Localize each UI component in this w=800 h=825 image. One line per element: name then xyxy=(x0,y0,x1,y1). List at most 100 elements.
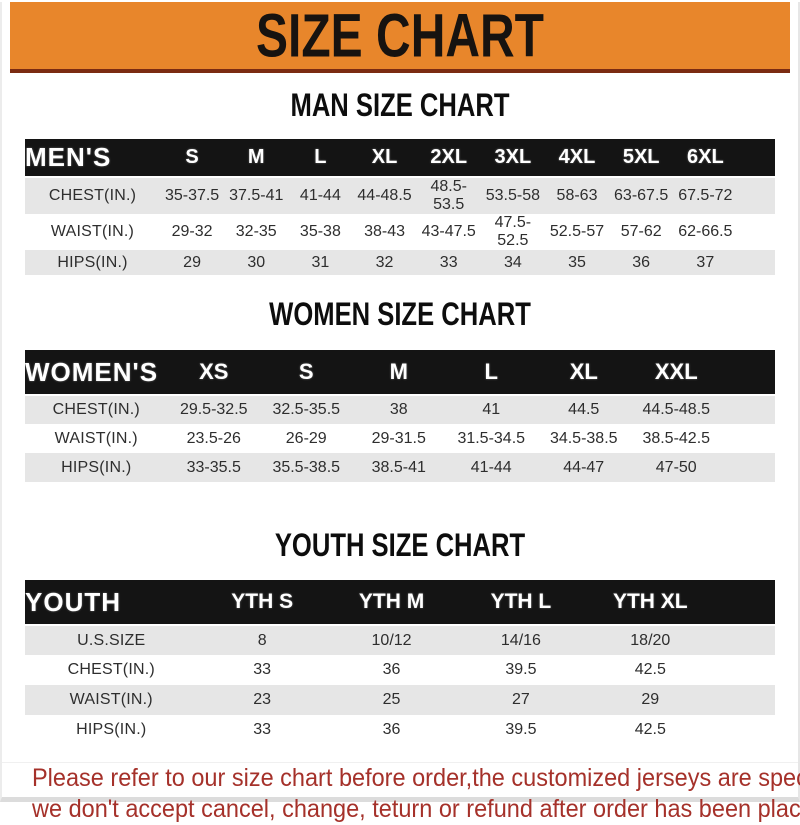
size-section-youth: YOUTH SIZE CHART YOUTH YTH S YTH M YTH L YTH … xyxy=(2,527,798,745)
size-value-cell: 48.5-53.5 xyxy=(430,178,467,213)
row-label: WAIST(IN.) xyxy=(54,429,138,447)
size-value-cell: 63-67.5 xyxy=(614,187,669,204)
column-header: XXL xyxy=(630,350,723,396)
size-value-cell: 37.5-41 xyxy=(229,187,284,204)
column-header: L xyxy=(445,350,538,396)
order-note: Please refer to our size chart before or… xyxy=(2,762,800,825)
column-header: YTH M xyxy=(326,580,457,626)
column-header: L xyxy=(288,139,353,178)
size-value-cell: 27 xyxy=(512,691,530,708)
mens-size-table: MEN'S S M L XL 2XL 3XL 4XL 5XL 6XL CHEST(IN.) 35-37… xyxy=(25,139,775,275)
womens-size-table: WOMEN'S XS S M L XL XXL CHEST(IN.) 29.5-32.5 32.5… xyxy=(25,350,775,482)
size-value-cell: 52.5-57 xyxy=(549,223,605,240)
row-label: CHEST(IN.) xyxy=(52,401,140,418)
size-value-cell: 42.5 xyxy=(634,721,666,738)
size-value-cell: 39.5 xyxy=(505,661,537,678)
size-value-cell: 44-48.5 xyxy=(357,187,412,204)
size-value-cell: 33 xyxy=(253,661,272,678)
size-value-cell: 57-62 xyxy=(620,223,662,240)
size-value-cell: 33 xyxy=(253,721,272,738)
row-label: U.S.SIZE xyxy=(77,631,146,649)
sections-container: MAN SIZE CHART MEN'S S M L XL 2XL 3XL 4XL 5XL 6XL C… xyxy=(2,87,798,745)
size-value-cell: 35.5-38.5 xyxy=(272,458,341,476)
size-value-cell: 34.5-38.5 xyxy=(549,429,618,447)
size-value-cell: 38-43 xyxy=(364,223,405,240)
note-line-1: Please refer to our size chart before or… xyxy=(32,764,800,792)
size-value-cell: 10/12 xyxy=(371,631,412,649)
size-value-cell: 32-35 xyxy=(235,223,277,240)
size-value-cell: 43-47.5 xyxy=(421,223,476,240)
column-header: M xyxy=(352,350,445,396)
row-spacer xyxy=(737,177,775,214)
table-row: CHEST(IN.) 29.5-32.5 32.5-35.5 38 41 44.5 44.5… xyxy=(25,395,775,424)
column-header: S xyxy=(160,139,225,178)
row-label: CHEST(IN.) xyxy=(67,661,155,678)
table-header-row: WOMEN'S XS S M L XL XXL xyxy=(25,350,775,396)
size-value-cell: 36 xyxy=(382,661,401,678)
column-header: XL xyxy=(352,139,417,178)
column-header: M xyxy=(224,139,289,178)
header-spacer xyxy=(715,580,775,626)
size-value-cell: 39.5 xyxy=(505,721,537,738)
row-label: WAIST(IN.) xyxy=(69,691,153,708)
column-header: 5XL xyxy=(609,139,674,178)
size-value-cell: 44-47 xyxy=(563,458,605,476)
size-value-cell: 41 xyxy=(482,401,501,418)
table-group-label: WOMEN'S xyxy=(25,350,168,396)
header-spacer xyxy=(722,350,775,396)
size-value-cell: 47-50 xyxy=(655,458,697,476)
header-spacer xyxy=(737,139,775,178)
size-value-cell: 33 xyxy=(439,253,458,271)
size-value-cell: 35-37.5 xyxy=(164,187,220,204)
table-row: HIPS(IN.) 33 36 39.5 42.5 xyxy=(25,715,775,745)
size-value-cell: 25 xyxy=(382,691,401,708)
size-value-cell: 33-35.5 xyxy=(186,458,241,476)
row-label: WAIST(IN.) xyxy=(50,223,135,240)
row-spacer xyxy=(715,625,775,655)
column-header: XL xyxy=(537,350,630,396)
column-header: XS xyxy=(167,350,260,396)
size-value-cell: 30 xyxy=(247,253,266,271)
row-spacer xyxy=(723,395,776,424)
row-spacer xyxy=(715,685,775,715)
size-value-cell: 23.5-26 xyxy=(186,429,241,447)
size-value-cell: 53.5-58 xyxy=(485,187,540,204)
size-value-cell: 41-44 xyxy=(470,458,512,476)
table-row: U.S.SIZE 8 10/12 14/16 18/20 xyxy=(25,625,775,655)
size-value-cell: 29 xyxy=(183,253,201,271)
column-header: S xyxy=(260,350,353,396)
column-header: YTH XL xyxy=(585,580,715,626)
table-row: WAIST(IN.) 29-32 32-35 35-38 38-43 43-47.5 47.… xyxy=(25,214,775,250)
size-value-cell: 36 xyxy=(632,253,651,271)
size-value-cell: 34 xyxy=(503,253,522,271)
table-row: HIPS(IN.) 29 30 31 32 33 34 35 36 37 xyxy=(25,250,775,275)
size-section-womens: WOMEN SIZE CHART WOMEN'S XS S M L XL XXL CHEST(I… xyxy=(2,296,798,482)
table-row: WAIST(IN.) 23.5-26 26-29 29-31.5 31.5-34.5 34… xyxy=(25,424,775,453)
table-group-label: YOUTH xyxy=(25,580,198,626)
row-spacer xyxy=(715,655,775,685)
row-spacer xyxy=(723,424,776,453)
size-value-cell: 44.5 xyxy=(568,401,600,418)
column-header: 2XL xyxy=(416,139,481,178)
section-heading-womens: WOMEN SIZE CHART xyxy=(269,296,531,332)
size-value-cell: 32 xyxy=(375,253,394,271)
size-value-cell: 32.5-35.5 xyxy=(272,401,341,418)
row-label: CHEST(IN.) xyxy=(48,187,137,204)
size-value-cell: 36 xyxy=(382,721,401,738)
section-heading-youth: YOUTH SIZE CHART xyxy=(274,527,526,563)
column-header: 4XL xyxy=(544,139,610,178)
table-row: WAIST(IN.) 23 25 27 29 xyxy=(25,685,775,715)
banner: SIZE CHART xyxy=(10,1,790,73)
size-value-cell: 35 xyxy=(568,253,586,271)
column-header: 3XL xyxy=(480,139,545,178)
size-value-cell: 67.5-72 xyxy=(678,187,733,204)
row-spacer xyxy=(737,250,775,275)
row-spacer xyxy=(723,453,776,482)
size-value-cell: 41-44 xyxy=(299,187,341,204)
row-label: HIPS(IN.) xyxy=(76,721,147,738)
row-spacer xyxy=(715,715,775,745)
size-value-cell: 38.5-41 xyxy=(371,458,426,476)
row-spacer xyxy=(737,214,775,250)
size-value-cell: 23 xyxy=(253,691,272,708)
